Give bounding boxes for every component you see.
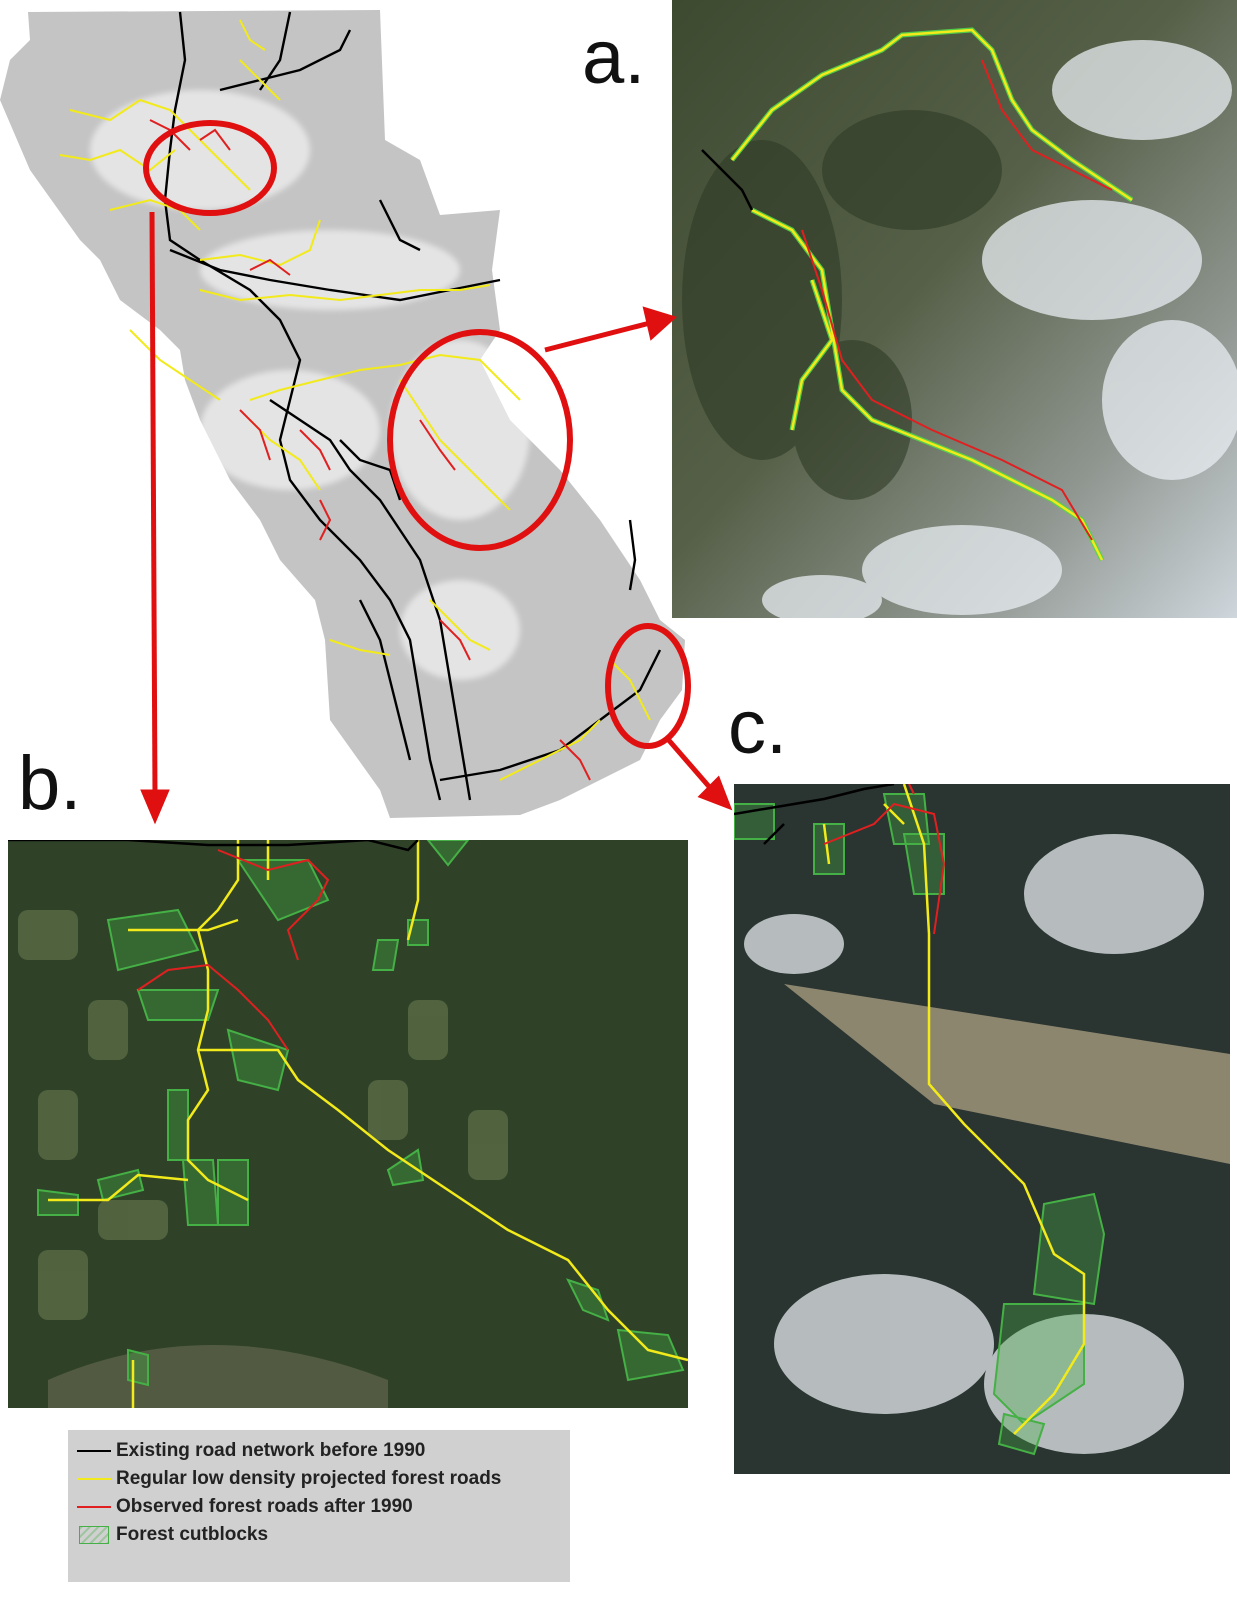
legend-item-projected-road: Regular low density projected forest roa… — [76, 1466, 501, 1492]
legend-item-observed-road: Observed forest roads after 1990 — [76, 1494, 413, 1520]
existing-road-symbol — [76, 1441, 112, 1461]
legend-item-cutblocks: Forest cutblocks — [76, 1522, 268, 1548]
panel-b-satellite — [8, 840, 688, 1408]
existing-road-network — [8, 840, 419, 852]
legend-label: Forest cutblocks — [116, 1524, 269, 1545]
legend-item-existing-road: Existing road network before 1990 — [76, 1438, 425, 1464]
observed-forest-roads — [801, 59, 1113, 541]
observed-road-symbol — [76, 1497, 112, 1517]
observed-forest-roads — [823, 784, 946, 935]
projected-forest-roads — [48, 840, 688, 1408]
legend-label: Existing road network before 1990 — [116, 1440, 426, 1461]
snow-patches — [762, 40, 1237, 618]
panel-c-label: c. — [728, 685, 788, 770]
observed-forest-roads — [137, 849, 330, 1051]
existing-road-network — [734, 784, 895, 845]
existing-road-network — [701, 149, 754, 211]
valley-slope — [784, 984, 1230, 1164]
snow-patches — [744, 834, 1204, 1454]
panel-b-label: b. — [18, 741, 82, 826]
projected-road-symbol — [76, 1469, 112, 1489]
panel-c-satellite — [734, 784, 1230, 1474]
legend-label: Observed forest roads after 1990 — [116, 1496, 413, 1517]
projected-forest-roads — [731, 28, 1133, 561]
cutblock-hatch-symbol — [76, 1525, 112, 1545]
panel-a-satellite: a. — [672, 0, 1237, 618]
legend-label: Regular low density projected forest roa… — [116, 1468, 502, 1489]
overview-map — [0, 0, 700, 830]
legend: Existing road network before 1990 Regula… — [68, 1430, 570, 1582]
forest-cutblocks — [37, 840, 685, 1387]
panel-a-label: a. — [582, 15, 646, 100]
clearings — [18, 910, 508, 1320]
